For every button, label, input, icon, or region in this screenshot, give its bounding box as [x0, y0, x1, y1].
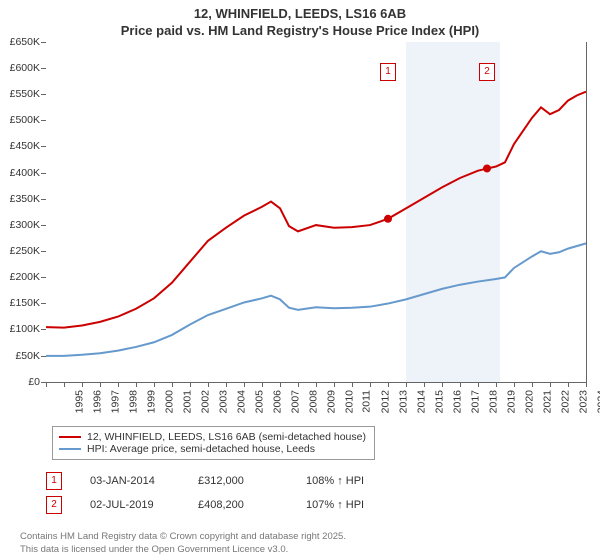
series-line: [46, 243, 586, 355]
footer-line-2: This data is licensed under the Open Gov…: [20, 544, 346, 556]
title-line-1: 12, WHINFIELD, LEEDS, LS16 6AB: [0, 6, 600, 23]
table-cell-hpi: 107% ↑ HPI: [306, 499, 386, 511]
legend-swatch: [59, 436, 81, 438]
chart-title: 12, WHINFIELD, LEEDS, LS16 6AB Price pai…: [0, 0, 600, 40]
table-cell-hpi: 108% ↑ HPI: [306, 475, 386, 487]
legend-label: 12, WHINFIELD, LEEDS, LS16 6AB (semi-det…: [87, 431, 366, 443]
table-row-marker: 2: [46, 496, 62, 514]
legend-item: 12, WHINFIELD, LEEDS, LS16 6AB (semi-det…: [59, 431, 366, 443]
transaction-marker-dot: [483, 164, 491, 172]
legend-item: HPI: Average price, semi-detached house,…: [59, 443, 366, 455]
table-cell-price: £312,000: [198, 475, 278, 487]
legend-label: HPI: Average price, semi-detached house,…: [87, 443, 315, 455]
chart-svg: [0, 40, 600, 422]
footer-line-1: Contains HM Land Registry data © Crown c…: [20, 531, 346, 543]
transaction-marker-dot: [384, 215, 392, 223]
series-line: [46, 91, 586, 327]
table-row: 2 02-JUL-2019 £408,200 107% ↑ HPI: [46, 496, 386, 514]
table-row: 1 03-JAN-2014 £312,000 108% ↑ HPI: [46, 472, 386, 490]
transaction-marker-flag: 2: [479, 63, 495, 81]
table-row-marker: 1: [46, 472, 62, 490]
transactions-table: 1 03-JAN-2014 £312,000 108% ↑ HPI 2 02-JUL-20…: [46, 472, 386, 520]
title-line-2: Price paid vs. HM Land Registry's House …: [0, 23, 600, 40]
legend-swatch: [59, 448, 81, 450]
footer-attribution: Contains HM Land Registry data © Crown c…: [20, 531, 346, 556]
price-chart: £0£50K£100K£150K£200K£250K£300K£350K£400…: [0, 40, 600, 422]
table-cell-date: 03-JAN-2014: [90, 475, 170, 487]
transaction-marker-flag: 1: [380, 63, 396, 81]
legend: 12, WHINFIELD, LEEDS, LS16 6AB (semi-det…: [52, 426, 375, 460]
table-cell-date: 02-JUL-2019: [90, 499, 170, 511]
table-cell-price: £408,200: [198, 499, 278, 511]
